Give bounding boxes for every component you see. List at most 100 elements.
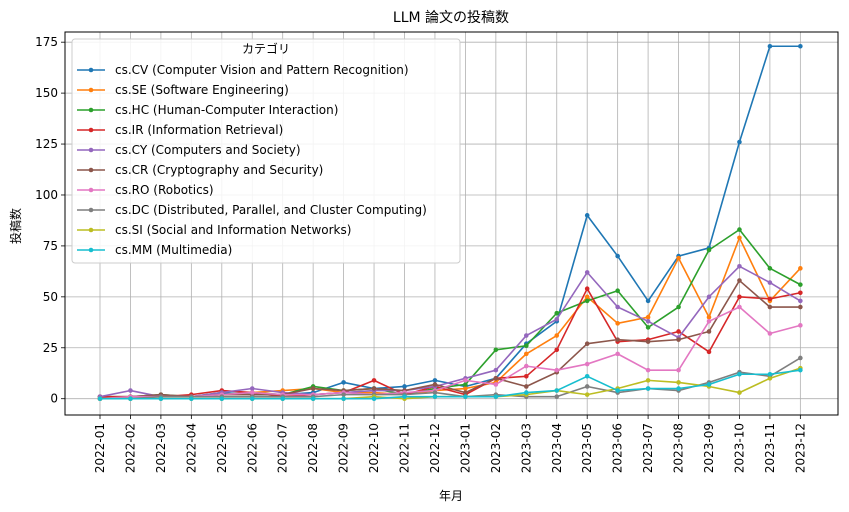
data-point [524, 390, 529, 395]
data-point [645, 367, 651, 373]
data-point [798, 304, 803, 310]
data-point [737, 227, 742, 232]
legend-entry: cs.IR (Information Retrieval) [77, 123, 283, 137]
x-tick-label: 2023-10 [732, 423, 746, 473]
x-tick-label: 2023-03 [519, 423, 533, 473]
plot-frame [64, 31, 839, 416]
data-point [219, 396, 225, 402]
data-point [493, 347, 499, 353]
data-point [402, 384, 407, 389]
data-point [310, 396, 316, 402]
x-tick-label: 2022-10 [367, 423, 381, 473]
data-point [615, 321, 620, 326]
data-point [463, 378, 468, 383]
data-point [97, 396, 103, 402]
data-point [432, 378, 438, 383]
data-point [645, 378, 651, 383]
data-point [493, 382, 499, 387]
legend-entry: cs.CY (Computers and Society) [77, 143, 301, 157]
data-point [158, 396, 164, 402]
data-point [584, 361, 590, 367]
y-tick-label: 175 [35, 35, 58, 49]
data-point [676, 386, 681, 391]
data-point [798, 298, 803, 304]
data-point [524, 351, 529, 357]
x-tick-label: 2022-02 [123, 423, 137, 473]
data-point [554, 388, 560, 393]
legend-marker [88, 227, 94, 233]
data-point [615, 337, 620, 342]
data-point [676, 255, 681, 261]
legend-label: cs.DC (Distributed, Parallel, and Cluste… [115, 203, 427, 217]
x-tick-label: 2023-01 [458, 423, 472, 473]
data-point [737, 304, 742, 310]
legend-label: cs.SI (Social and Information Networks) [115, 223, 351, 237]
data-point [706, 294, 712, 300]
data-point [767, 304, 773, 310]
data-point [402, 394, 407, 399]
legend-entry: cs.SE (Software Engineering) [77, 83, 289, 97]
data-point [615, 388, 620, 393]
data-point [645, 318, 651, 324]
data-point [767, 376, 773, 381]
data-point [493, 394, 499, 399]
data-point [249, 386, 255, 391]
y-axis-ticks: 0 25 50 75 100 125 150 175 [35, 35, 65, 406]
data-point [798, 290, 803, 296]
x-tick-label: 2022-04 [184, 423, 198, 473]
x-tick-label: 2023-12 [793, 423, 807, 473]
data-point [615, 304, 620, 310]
data-point [645, 314, 651, 320]
x-tick-label: 2023-11 [763, 423, 777, 473]
data-point [798, 367, 803, 373]
data-point [280, 396, 286, 402]
legend-label: cs.SE (Software Engineering) [115, 83, 289, 97]
data-point [524, 373, 529, 379]
series-line [99, 279, 801, 400]
data-point [584, 373, 590, 379]
series-line [99, 306, 801, 400]
data-point [128, 396, 133, 402]
x-tick-label: 2022-08 [306, 423, 320, 473]
data-point [767, 43, 773, 49]
data-point [189, 396, 194, 402]
data-point [249, 396, 255, 402]
legend: カテゴリ cs.CV (Computer Vision and Pattern … [71, 38, 461, 264]
data-point [737, 139, 742, 145]
x-tick-label: 2023-07 [641, 423, 655, 473]
y-tick-label: 75 [43, 239, 58, 253]
data-point [706, 329, 712, 334]
data-point [249, 390, 255, 395]
data-point [737, 371, 742, 377]
data-point [584, 341, 590, 346]
legend-entry: cs.CR (Cryptography and Security) [77, 163, 323, 177]
data-point [341, 380, 346, 385]
legend-label: cs.IR (Information Retrieval) [115, 123, 283, 137]
data-point [463, 394, 468, 399]
data-point [767, 266, 773, 271]
series-4 [97, 263, 803, 399]
x-tick-label: 2022-05 [215, 423, 229, 473]
legend-entry: cs.MM (Multimedia) [77, 243, 232, 257]
x-axis-ticks: 2022-01 2022-02 2022-03 2022-04 2022-05 2022-… [93, 415, 807, 473]
data-point [767, 280, 773, 285]
data-point [493, 376, 499, 381]
data-point [676, 329, 681, 334]
data-point [128, 388, 133, 393]
series-line [99, 265, 801, 398]
data-point [645, 298, 651, 304]
data-point [676, 337, 681, 342]
data-point [798, 43, 803, 49]
data-point [584, 213, 590, 218]
data-point [341, 392, 346, 397]
x-tick-label: 2023-06 [611, 423, 625, 473]
x-tick-label: 2022-07 [276, 423, 290, 473]
data-point [676, 367, 681, 373]
data-point [615, 351, 620, 357]
legend-marker [88, 147, 94, 153]
x-tick-label: 2023-02 [489, 423, 503, 473]
y-tick-label: 25 [43, 341, 58, 355]
data-point [798, 282, 803, 287]
data-point [524, 333, 529, 338]
legend-box [71, 38, 461, 264]
